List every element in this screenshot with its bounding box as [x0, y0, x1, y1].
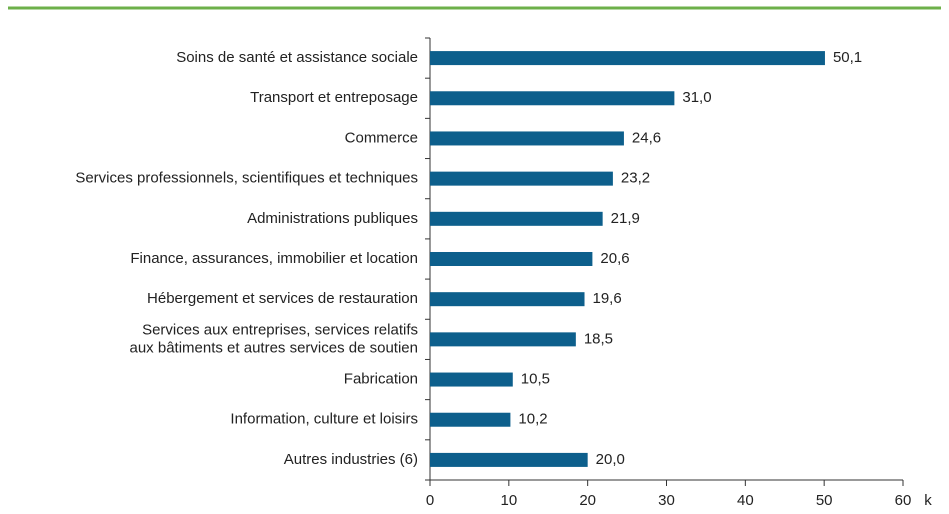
y-tick-label: Finance, assurances, immobilier et locat… — [130, 250, 418, 267]
bar — [430, 252, 593, 266]
y-tick-label: Soins de santé et assistance sociale — [176, 49, 418, 66]
y-tick-label: Services aux entreprises, services relat… — [130, 321, 419, 356]
y-tick-label: Fabrication — [344, 371, 418, 388]
bar — [430, 211, 603, 226]
x-tick-label: 40 — [737, 492, 754, 509]
y-tick-label: Hébergement et services de restauration — [147, 290, 418, 307]
value-label: 21,9 — [611, 210, 640, 227]
x-axis-label: k — [924, 492, 932, 509]
x-tick-label: 20 — [579, 492, 596, 509]
value-label: 23,2 — [621, 170, 650, 187]
bar — [430, 171, 613, 186]
bar — [430, 51, 825, 66]
y-tick-label: Administrations publiques — [247, 210, 418, 227]
bar — [430, 292, 585, 307]
y-tick-label: Transport et entreposage — [250, 89, 418, 106]
y-tick-label: Autres industries (6) — [284, 451, 418, 468]
x-tick-label: 60 — [895, 492, 912, 509]
x-tick-label: 30 — [658, 492, 675, 509]
bar — [430, 332, 576, 347]
x-tick-label: 0 — [426, 492, 434, 509]
value-label: 50,1 — [833, 49, 862, 66]
bar — [430, 412, 511, 427]
value-label: 19,6 — [593, 290, 622, 307]
value-label: 18,5 — [584, 330, 613, 347]
x-tick-label: 50 — [816, 492, 833, 509]
y-tick-label: Commerce — [345, 129, 418, 146]
bar — [430, 452, 588, 467]
bar — [430, 372, 513, 387]
x-tick-label: 10 — [500, 492, 517, 509]
value-label: 10,5 — [521, 371, 550, 388]
bar — [430, 131, 624, 146]
y-tick-label: Information, culture et loisirs — [230, 411, 418, 428]
value-label: 20,0 — [596, 451, 625, 468]
value-label: 31,0 — [682, 89, 711, 106]
y-tick-label: Services professionnels, scientifiques e… — [75, 170, 418, 187]
value-label: 24,6 — [632, 129, 661, 146]
value-label: 20,6 — [600, 250, 629, 267]
value-label: 10,2 — [518, 411, 547, 428]
bar — [430, 91, 675, 106]
